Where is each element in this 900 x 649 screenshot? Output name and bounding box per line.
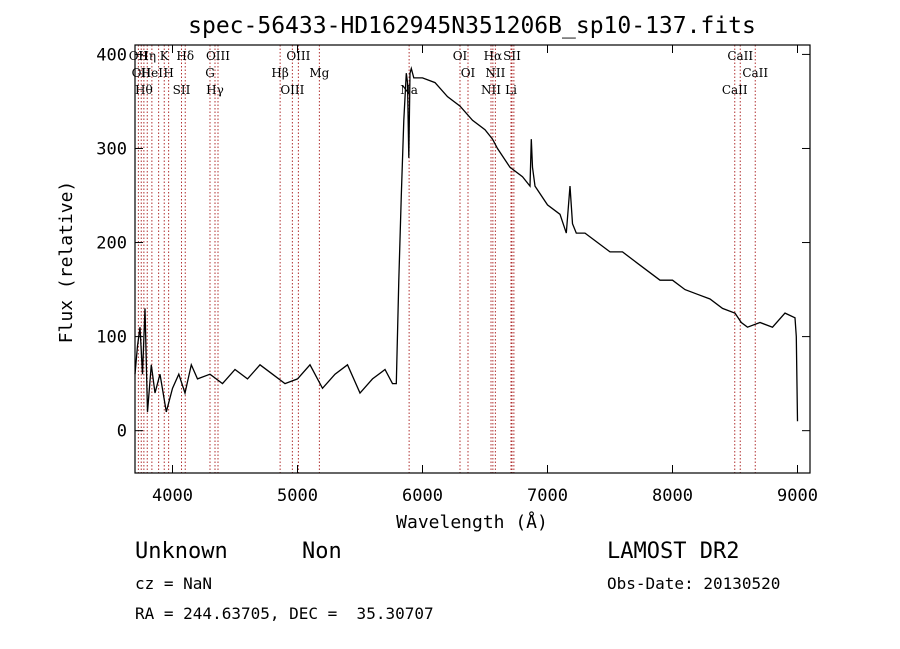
spectrum-line xyxy=(134,66,799,422)
line-label: G xyxy=(205,66,215,80)
line-label: CaII xyxy=(722,83,748,97)
object-class: Unknown xyxy=(135,539,228,564)
y-tick-label: 300 xyxy=(96,139,127,159)
line-labels: OIIOIIHθHηHeIKHSIIHδGHγOIIIHβOIIIOIIIMgN… xyxy=(129,49,769,97)
line-label: CaII xyxy=(727,49,753,63)
plot-frame xyxy=(134,44,811,474)
y-tick-label: 0 xyxy=(117,422,127,442)
x-tick-label: 5000 xyxy=(277,486,318,506)
line-label: OIII xyxy=(286,49,310,63)
y-tick-label: 400 xyxy=(96,45,127,65)
line-label: SII xyxy=(173,83,191,97)
line-label: CaII xyxy=(742,66,768,80)
obs-date: Obs-Date: 20130520 xyxy=(607,574,781,593)
chart-title: spec-56433-HD162945N351206B_sp10-137.fit… xyxy=(188,13,756,39)
x-tick-label: 8000 xyxy=(652,486,693,506)
line-label: NII xyxy=(481,83,501,97)
line-label: OI xyxy=(453,49,468,63)
survey-name: LAMOST DR2 xyxy=(607,539,740,564)
line-label: SII xyxy=(503,49,521,63)
line-label: OIII xyxy=(280,83,304,97)
redshift-readout: cz = NaN xyxy=(135,574,213,593)
line-label: HeI xyxy=(141,66,164,80)
x-axis-label: Wavelength (Å) xyxy=(396,511,548,533)
line-label: Hγ xyxy=(206,83,224,97)
line-label: OII xyxy=(129,49,149,63)
y-axis-label: Flux (relative) xyxy=(56,181,77,344)
y-axis: 0 100 200 300 400 xyxy=(96,45,810,442)
line-label: Hδ xyxy=(176,49,194,63)
x-tick-label: 6000 xyxy=(402,486,443,506)
line-label: H xyxy=(163,66,173,80)
line-label: Li xyxy=(505,83,517,97)
line-label: NII xyxy=(485,66,505,80)
x-tick-label: 9000 xyxy=(777,486,818,506)
line-label: Hβ xyxy=(271,66,288,80)
line-label: OI xyxy=(461,66,476,80)
y-tick-label: 100 xyxy=(96,328,127,348)
line-markers xyxy=(137,45,756,473)
line-label: Hθ xyxy=(135,83,153,97)
x-tick-label: 4000 xyxy=(152,486,193,506)
coordinates: RA = 244.63705, DEC = 35.30707 xyxy=(135,604,434,623)
line-label: OII xyxy=(132,66,152,80)
line-label: OIII xyxy=(206,49,230,63)
line-label: Hη xyxy=(138,49,156,63)
object-subclass: Non xyxy=(302,539,342,564)
x-tick-label: 7000 xyxy=(527,486,568,506)
line-label: Hα xyxy=(484,49,503,63)
x-axis: 4000 5000 6000 7000 8000 9000 xyxy=(152,45,818,506)
line-label: Mg xyxy=(309,66,329,80)
line-label: K xyxy=(160,49,170,63)
y-tick-label: 200 xyxy=(96,234,127,254)
